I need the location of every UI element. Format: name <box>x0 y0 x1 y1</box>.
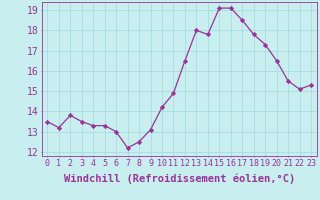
X-axis label: Windchill (Refroidissement éolien,°C): Windchill (Refroidissement éolien,°C) <box>64 173 295 184</box>
